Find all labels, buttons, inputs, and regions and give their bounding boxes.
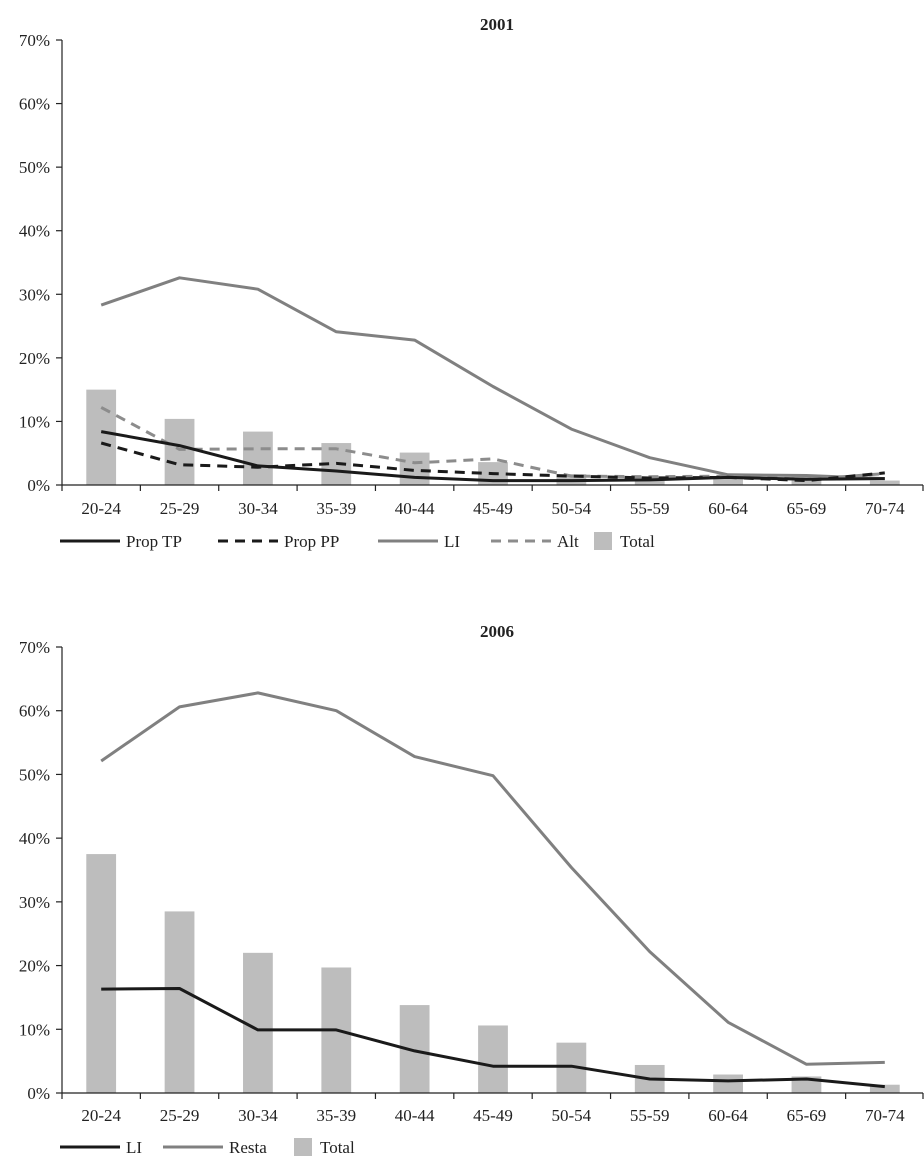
legend-item-Prop PP: Prop PP [218,532,339,551]
bar-Total-30-34 [243,431,273,485]
legend-swatch [594,532,612,550]
x-tick-label: 70-74 [865,499,905,518]
bar-Total-30-34 [243,952,273,1093]
y-tick-label: 70% [19,638,50,657]
legend-item-Total: Total [294,1138,355,1157]
x-tick-label: 20-24 [81,499,121,518]
bar-Total-60-64 [713,1074,743,1093]
chart-2006: 2006 0% 10% 20% 30% 40% 50% 60% 70% 20-24 25-29 30-… [19,622,924,1157]
legend-label: Prop PP [284,532,339,551]
legend-label: Alt [557,532,579,551]
y-tick-label: 50% [19,158,50,177]
chart-title: 2001 [480,15,514,34]
x-tick-label: 70-74 [865,1106,905,1125]
x-tick-label: 65-69 [787,499,827,518]
bar-Total-25-29 [164,418,195,485]
x-tick-label: 50-54 [552,1106,592,1125]
legend-item-LI: LI [60,1138,142,1157]
legend-label: LI [444,532,460,551]
legend-label: Total [320,1138,355,1157]
x-tick-label: 65-69 [787,1106,827,1125]
legend-item-LI: LI [378,532,460,551]
y-tick-label: 60% [19,95,50,114]
x-tick-label: 40-44 [395,499,435,518]
legend-label: LI [126,1138,142,1157]
y-tick-label: 60% [19,702,50,721]
legend: LI Resta Total [60,1138,355,1157]
legend-item-Resta: Resta [163,1138,267,1157]
x-tick-label: 50-54 [552,499,592,518]
y-tick-label: 40% [19,829,50,848]
x-tick-label: 45-49 [473,1106,513,1125]
y-tick-label: 10% [19,1020,50,1039]
chart-2001: 2001 0% 10% 20% 30% 40% 50% 60% 70% 20-24 25-29 30-… [19,15,924,551]
bar-Total-60-64 [713,477,743,485]
bar-Total-70-74 [869,1084,900,1093]
bar-Total-45-49 [478,1025,508,1093]
y-tick-label: 30% [19,893,50,912]
y-tick-label: 20% [19,349,50,368]
x-tick-label: 40-44 [395,1106,435,1125]
y-tick-label: 40% [19,222,50,241]
legend-label: Prop TP [126,532,182,551]
y-tick-label: 0% [27,476,50,495]
x-tick-label: 30-34 [238,1106,278,1125]
bar-Total-20-24 [86,389,117,485]
bar-Total-65-69 [791,476,822,485]
legend-item-Alt: Alt [491,532,579,551]
line-series-Resta [100,691,885,1066]
chart-title: 2006 [480,622,514,641]
legend-label: Total [620,532,655,551]
x-tick-label: 55-59 [630,1106,670,1125]
x-tick-label: 25-29 [160,1106,200,1125]
line-series-LI [100,276,885,481]
x-tick-label: 35-39 [316,1106,356,1125]
x-tick-label: 45-49 [473,499,513,518]
y-tick-label: 70% [19,31,50,50]
bar-Total-70-74 [869,480,900,485]
line-series-Prop PP [100,441,885,483]
y-tick-label: 30% [19,285,50,304]
legend-item-Prop TP: Prop TP [60,532,182,551]
y-tick-label: 50% [19,765,50,784]
x-tick-label: 35-39 [316,499,356,518]
x-tick-label: 60-64 [708,499,748,518]
line-series-Prop TP [100,430,885,483]
x-tick-label: 55-59 [630,499,670,518]
y-tick-label: 20% [19,957,50,976]
legend-item-Total: Total [594,532,655,551]
y-tick-label: 0% [27,1084,50,1103]
bar-Total-25-29 [164,911,195,1093]
y-tick-label: 10% [19,412,50,431]
bar-Total-20-24 [86,854,117,1093]
legend-label: Resta [229,1138,267,1157]
legend: Prop TP Prop PP LI Alt Total [60,532,655,551]
x-tick-label: 20-24 [81,1106,121,1125]
x-tick-label: 25-29 [160,499,200,518]
line-series-LI [101,987,885,1089]
legend-swatch [294,1138,312,1156]
x-tick-label: 30-34 [238,499,278,518]
x-tick-label: 60-64 [708,1106,748,1125]
